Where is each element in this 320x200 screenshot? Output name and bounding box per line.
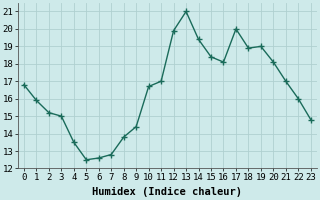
- X-axis label: Humidex (Indice chaleur): Humidex (Indice chaleur): [92, 187, 242, 197]
